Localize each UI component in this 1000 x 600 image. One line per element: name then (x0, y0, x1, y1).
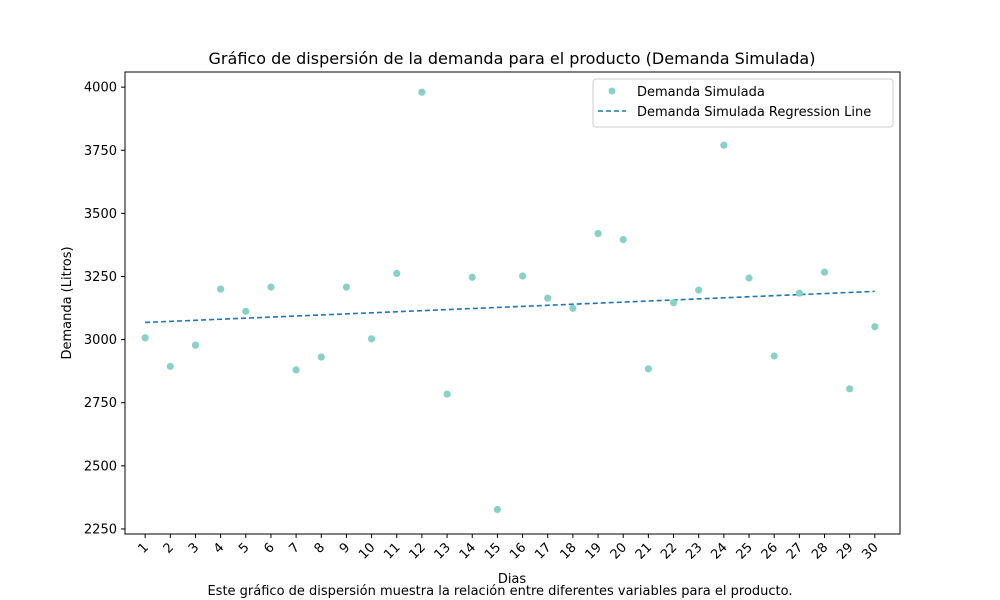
x-tick-label: 21 (633, 540, 655, 562)
x-tick-label: 7 (286, 540, 302, 556)
scatter-points (141, 88, 879, 514)
data-point (695, 286, 703, 294)
data-point (544, 294, 552, 302)
x-tick-label: 16 (507, 540, 529, 562)
y-tick-label: 3250 (84, 270, 117, 285)
legend: Demanda Simulada Demanda Simulada Regres… (592, 78, 894, 128)
y-tick-label: 2750 (84, 396, 117, 411)
x-tick-label: 11 (381, 540, 403, 562)
regression-line (145, 290, 875, 324)
data-point (267, 283, 275, 291)
x-tick-label: 26 (759, 540, 781, 562)
x-tick-label: 9 (337, 540, 353, 556)
x-tick-label: 29 (834, 540, 856, 562)
data-point (594, 229, 602, 238)
y-tick-label: 3750 (84, 144, 117, 159)
x-tick-label: 22 (658, 540, 680, 562)
x-tick-label: 23 (683, 540, 705, 562)
x-tick-label: 17 (532, 540, 554, 562)
x-tick-label: 19 (583, 540, 605, 562)
y-tick-label: 2500 (84, 459, 117, 474)
legend-box (592, 78, 894, 128)
data-point (720, 141, 728, 149)
legend-scatter-marker (608, 87, 616, 95)
data-point (242, 307, 250, 315)
y-tick-label: 2250 (84, 522, 117, 537)
data-point (317, 353, 325, 361)
x-tick-label: 5 (236, 540, 252, 556)
regression-line-group (145, 290, 875, 324)
data-point (569, 304, 577, 312)
y-tick-label: 3000 (84, 333, 117, 348)
data-point (669, 299, 678, 307)
data-point (217, 285, 225, 293)
chart-caption: Este gráfico de dispersión muestra la re… (207, 584, 793, 599)
data-point (795, 289, 803, 297)
data-point (367, 335, 376, 343)
chart-title: Gráfico de dispersión de la demanda para… (209, 49, 816, 68)
data-point (518, 272, 527, 280)
x-tick-label: 28 (809, 540, 831, 562)
x-tick-label: 3 (186, 540, 202, 556)
data-point (418, 88, 426, 96)
data-point (644, 365, 652, 373)
y-axis-label: Demanda (Litros) (60, 246, 75, 359)
x-tick-label: 27 (784, 540, 806, 562)
data-point (443, 390, 451, 398)
y-axis: 2250 2500 2750 3000 3250 3500 3750 4000 (84, 81, 125, 537)
x-tick-label: 13 (432, 540, 454, 562)
x-tick-label: 4 (211, 540, 227, 556)
x-tick-label: 14 (457, 540, 479, 562)
y-tick-label: 4000 (84, 81, 117, 96)
plot-frame (124, 71, 901, 535)
data-point (820, 268, 829, 276)
legend-line-label: Demanda Simulada Regression Line (637, 105, 871, 120)
x-tick-label: 8 (312, 540, 328, 556)
y-tick-label: 3500 (84, 207, 117, 222)
data-point (468, 273, 476, 281)
x-tick-label: 15 (482, 540, 504, 562)
data-point (166, 362, 174, 370)
data-point (619, 236, 627, 244)
x-tick-label: 30 (859, 540, 881, 562)
data-point (770, 352, 778, 360)
x-tick-label: 10 (356, 540, 378, 562)
plot-area (124, 71, 901, 535)
x-axis: 1 2 3 4 5 6 7 8 9 10 11 12 13 14 15 16 17 18 19 20 21 22 23 24 2… (135, 534, 882, 563)
x-tick-label: 12 (406, 540, 428, 562)
data-point (745, 274, 753, 282)
data-point (342, 283, 351, 291)
legend-scatter-label: Demanda Simulada (637, 85, 765, 100)
x-tick-label: 6 (261, 540, 277, 556)
x-tick-label: 20 (608, 540, 630, 562)
data-point (393, 269, 401, 278)
data-point (292, 366, 300, 374)
data-point (846, 385, 854, 393)
x-tick-label: 2 (161, 540, 177, 556)
x-tick-label: 25 (734, 540, 756, 562)
x-tick-label: 24 (708, 540, 730, 562)
x-tick-label: 18 (557, 540, 579, 562)
data-point (141, 334, 149, 342)
data-point (493, 505, 502, 514)
x-axis-label: Dias (498, 572, 527, 587)
x-tick-label: 1 (135, 540, 151, 556)
data-point (191, 341, 200, 349)
data-point (871, 323, 879, 331)
